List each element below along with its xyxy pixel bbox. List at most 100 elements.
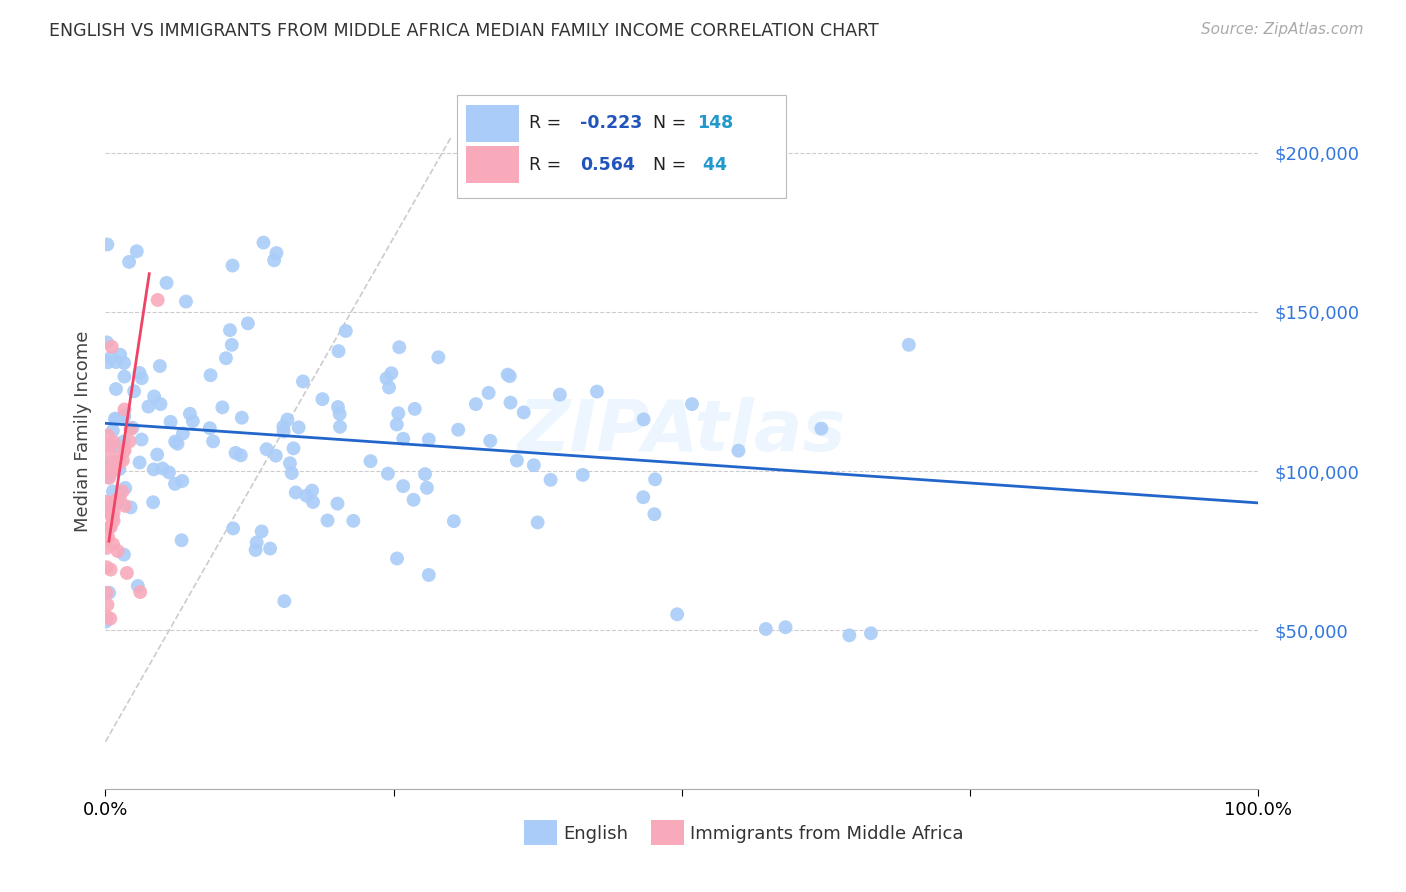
- Point: [385, 417, 408, 432]
- Point: [96, 237, 118, 252]
- Point: [104, 382, 127, 396]
- Point: [170, 533, 193, 548]
- Point: [96, 598, 118, 612]
- Point: [142, 462, 165, 476]
- Point: [112, 445, 135, 459]
- Point: [295, 489, 318, 503]
- Point: [245, 543, 267, 558]
- Point: [96, 541, 118, 555]
- Point: [246, 535, 269, 549]
- Point: [98, 520, 121, 534]
- Point: [98, 585, 121, 599]
- Point: [273, 419, 295, 434]
- Point: [118, 255, 141, 269]
- Point: [526, 516, 548, 530]
- Point: [283, 442, 305, 456]
- Point: [388, 340, 411, 354]
- Point: [146, 293, 169, 307]
- Text: 148: 148: [697, 114, 733, 132]
- Point: [100, 519, 122, 533]
- Point: [276, 412, 298, 426]
- Point: [179, 407, 201, 421]
- Point: [121, 421, 143, 435]
- Point: [326, 497, 349, 511]
- Point: [120, 422, 142, 436]
- Point: [250, 524, 273, 539]
- Point: [100, 497, 122, 511]
- Point: [523, 458, 546, 473]
- Text: R =: R =: [529, 114, 567, 132]
- Point: [131, 433, 153, 447]
- Point: [103, 514, 125, 528]
- Point: [375, 371, 398, 385]
- Point: [105, 458, 128, 472]
- Text: N =: N =: [654, 156, 692, 174]
- Point: [149, 397, 172, 411]
- Point: [112, 411, 135, 425]
- Point: [114, 442, 136, 457]
- Point: [392, 432, 415, 446]
- Point: [231, 410, 253, 425]
- Point: [316, 514, 339, 528]
- Point: [496, 368, 519, 382]
- Point: [263, 253, 285, 268]
- Point: [114, 481, 136, 495]
- Point: [259, 541, 281, 556]
- Point: [172, 474, 194, 488]
- Point: [98, 471, 121, 485]
- Text: -0.223: -0.223: [581, 114, 643, 132]
- Point: [360, 454, 382, 468]
- Point: [586, 384, 609, 399]
- Point: [281, 466, 304, 480]
- Point: [143, 389, 166, 403]
- Point: [155, 276, 177, 290]
- Point: [100, 455, 122, 469]
- Point: [540, 473, 562, 487]
- Point: [287, 420, 309, 434]
- Point: [101, 537, 124, 551]
- Point: [418, 433, 440, 447]
- Point: [108, 462, 131, 476]
- Point: [572, 467, 595, 482]
- Point: [128, 366, 150, 380]
- Point: [273, 594, 295, 608]
- Point: [499, 395, 522, 409]
- Point: [100, 340, 122, 354]
- Text: ENGLISH VS IMMIGRANTS FROM MIDDLE AFRICA MEDIAN FAMILY INCOME CORRELATION CHART: ENGLISH VS IMMIGRANTS FROM MIDDLE AFRICA…: [49, 22, 879, 40]
- Point: [105, 454, 128, 468]
- Point: [96, 586, 118, 600]
- Point: [107, 544, 129, 558]
- FancyBboxPatch shape: [651, 821, 685, 845]
- Point: [94, 502, 117, 516]
- Point: [392, 479, 415, 493]
- Point: [127, 579, 149, 593]
- Point: [775, 620, 797, 634]
- Text: English: English: [564, 825, 628, 843]
- Point: [96, 464, 118, 478]
- Point: [98, 612, 121, 626]
- Point: [378, 380, 401, 394]
- FancyBboxPatch shape: [524, 821, 557, 845]
- Point: [236, 316, 259, 330]
- Text: R =: R =: [529, 156, 572, 174]
- Point: [159, 415, 181, 429]
- Point: [112, 548, 135, 562]
- Point: [114, 499, 136, 513]
- Point: [215, 351, 238, 366]
- Point: [112, 409, 135, 423]
- Point: [328, 344, 350, 359]
- Point: [101, 484, 124, 499]
- Point: [211, 401, 233, 415]
- Point: [163, 476, 186, 491]
- Point: [96, 458, 118, 473]
- Point: [200, 368, 222, 383]
- Point: [96, 335, 118, 350]
- FancyBboxPatch shape: [457, 95, 786, 199]
- Point: [291, 375, 314, 389]
- Point: [335, 324, 357, 338]
- Point: [512, 405, 534, 419]
- FancyBboxPatch shape: [467, 146, 519, 184]
- Point: [302, 495, 325, 509]
- Point: [142, 495, 165, 509]
- Point: [413, 467, 436, 482]
